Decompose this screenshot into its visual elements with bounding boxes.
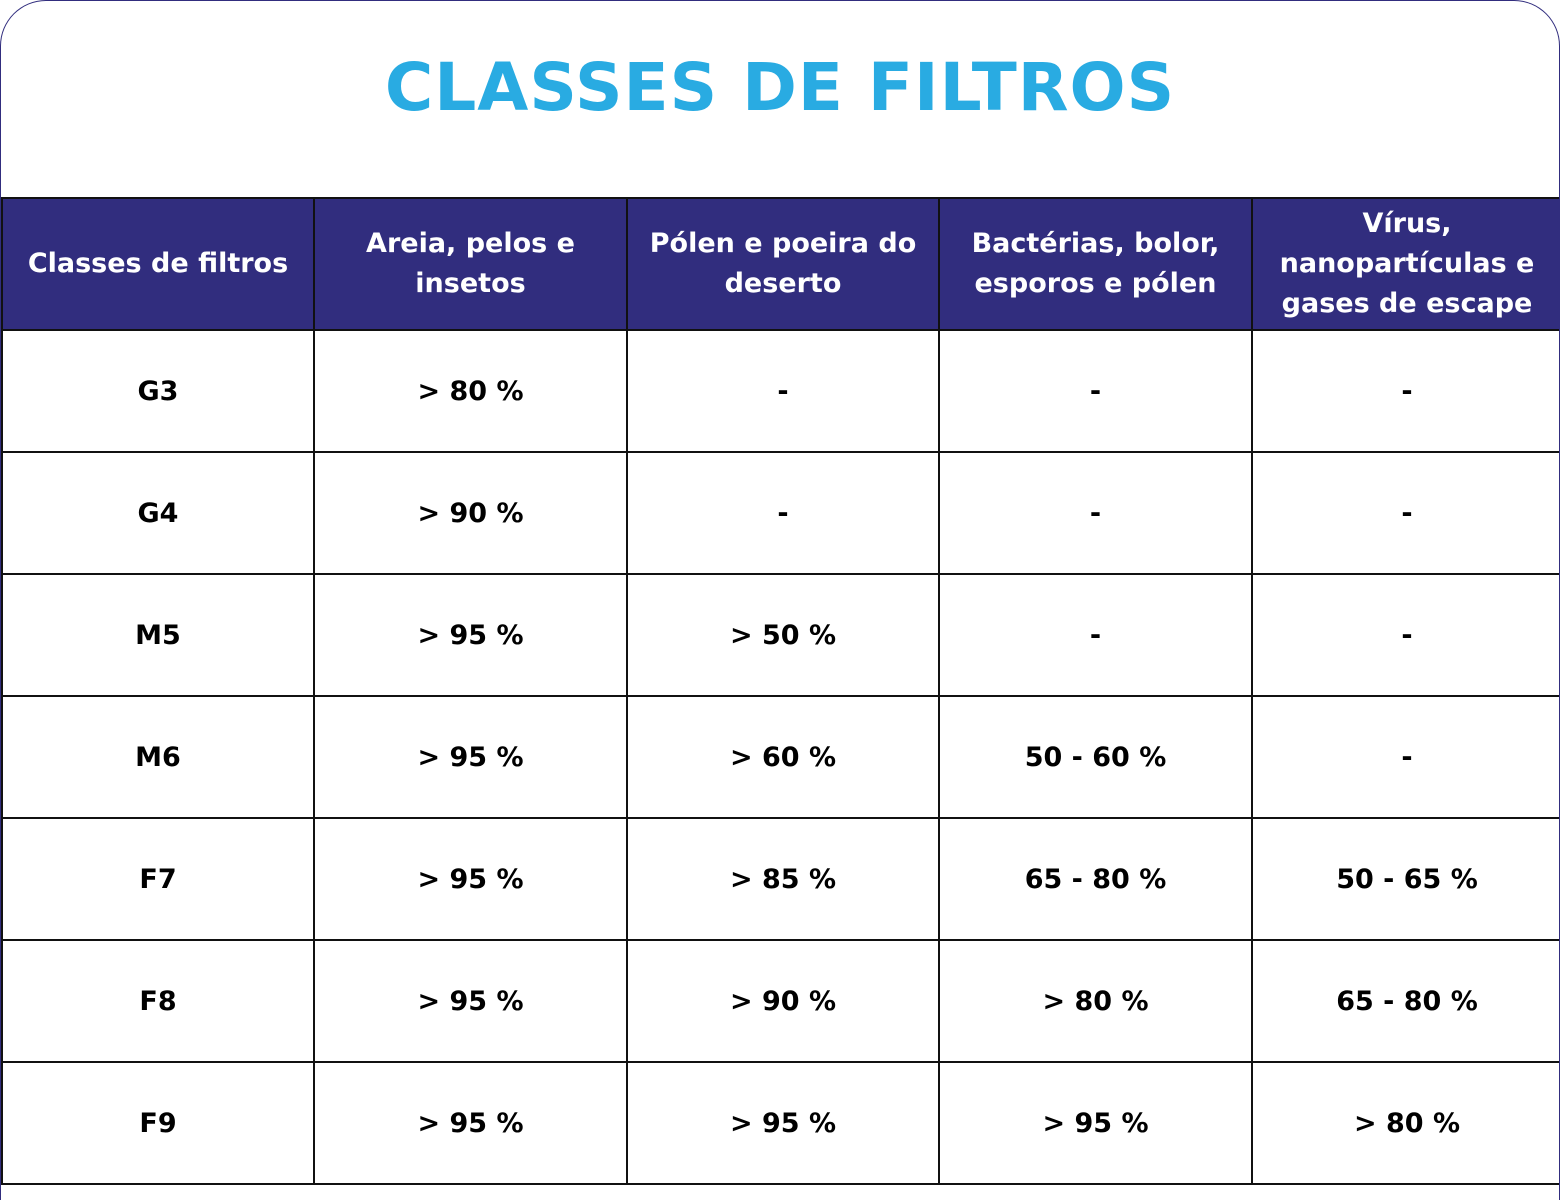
table-row: F9 > 95 % > 95 % > 95 % > 80 % <box>1 1061 1559 1185</box>
value-cell: > 95 % <box>313 939 628 1063</box>
value-cell: > 95 % <box>938 1061 1253 1185</box>
table-row: M6 > 95 % > 60 % 50 - 60 % - <box>1 695 1559 819</box>
value-cell: > 90 % <box>313 451 628 575</box>
filter-table: Classes de filtros Areia, pelos e insetos… <box>1 197 1559 1185</box>
value-cell: > 85 % <box>626 817 940 941</box>
value-cell: > 95 % <box>313 695 628 819</box>
value-cell: > 80 % <box>938 939 1253 1063</box>
value-cell: - <box>938 329 1253 453</box>
table-row: F8 > 95 % > 90 % > 80 % 65 - 80 % <box>1 939 1559 1063</box>
value-cell: - <box>626 329 940 453</box>
value-cell: 50 - 60 % <box>938 695 1253 819</box>
value-cell: - <box>1251 695 1559 819</box>
class-cell: M6 <box>1 695 315 819</box>
value-cell: > 80 % <box>313 329 628 453</box>
value-cell: 65 - 80 % <box>1251 939 1559 1063</box>
header-cell: Vírus, nanopartículas e gases de escape <box>1251 197 1559 331</box>
header-cell: Classes de filtros <box>1 197 315 331</box>
value-cell: 50 - 65 % <box>1251 817 1559 941</box>
header-row: Classes de filtros Areia, pelos e insetos… <box>1 197 1559 331</box>
value-cell: > 95 % <box>313 1061 628 1185</box>
title: CLASSES DE FILTROS <box>384 49 1176 126</box>
value-cell: > 50 % <box>626 573 940 697</box>
value-cell: - <box>1251 329 1559 453</box>
header-cell: Bactérias, bolor, esporos e pólen <box>938 197 1253 331</box>
value-cell: > 95 % <box>313 573 628 697</box>
value-cell: > 90 % <box>626 939 940 1063</box>
class-cell: F7 <box>1 817 315 941</box>
header-cell: Areia, pelos e insetos <box>313 197 628 331</box>
class-cell: F8 <box>1 939 315 1063</box>
value-cell: - <box>626 451 940 575</box>
value-cell: - <box>938 573 1253 697</box>
table-body: G3 > 80 % - - - G4 > 90 % - - - M5 > 95 % > 50 % - - M6… <box>1 329 1559 1185</box>
value-cell: - <box>1251 451 1559 575</box>
class-cell: G4 <box>1 451 315 575</box>
table-row: G3 > 80 % - - - <box>1 329 1559 453</box>
table-row: G4 > 90 % - - - <box>1 451 1559 575</box>
class-cell: F9 <box>1 1061 315 1185</box>
value-cell: > 95 % <box>313 817 628 941</box>
value-cell: 65 - 80 % <box>938 817 1253 941</box>
table-row: F7 > 95 % > 85 % 65 - 80 % 50 - 65 % <box>1 817 1559 941</box>
class-cell: M5 <box>1 573 315 697</box>
value-cell: > 95 % <box>626 1061 940 1185</box>
value-cell: > 60 % <box>626 695 940 819</box>
header-cell: Pólen e poeira do deserto <box>626 197 940 331</box>
table-row: M5 > 95 % > 50 % - - <box>1 573 1559 697</box>
value-cell: - <box>938 451 1253 575</box>
value-cell: > 80 % <box>1251 1061 1559 1185</box>
class-cell: G3 <box>1 329 315 453</box>
value-cell: - <box>1251 573 1559 697</box>
